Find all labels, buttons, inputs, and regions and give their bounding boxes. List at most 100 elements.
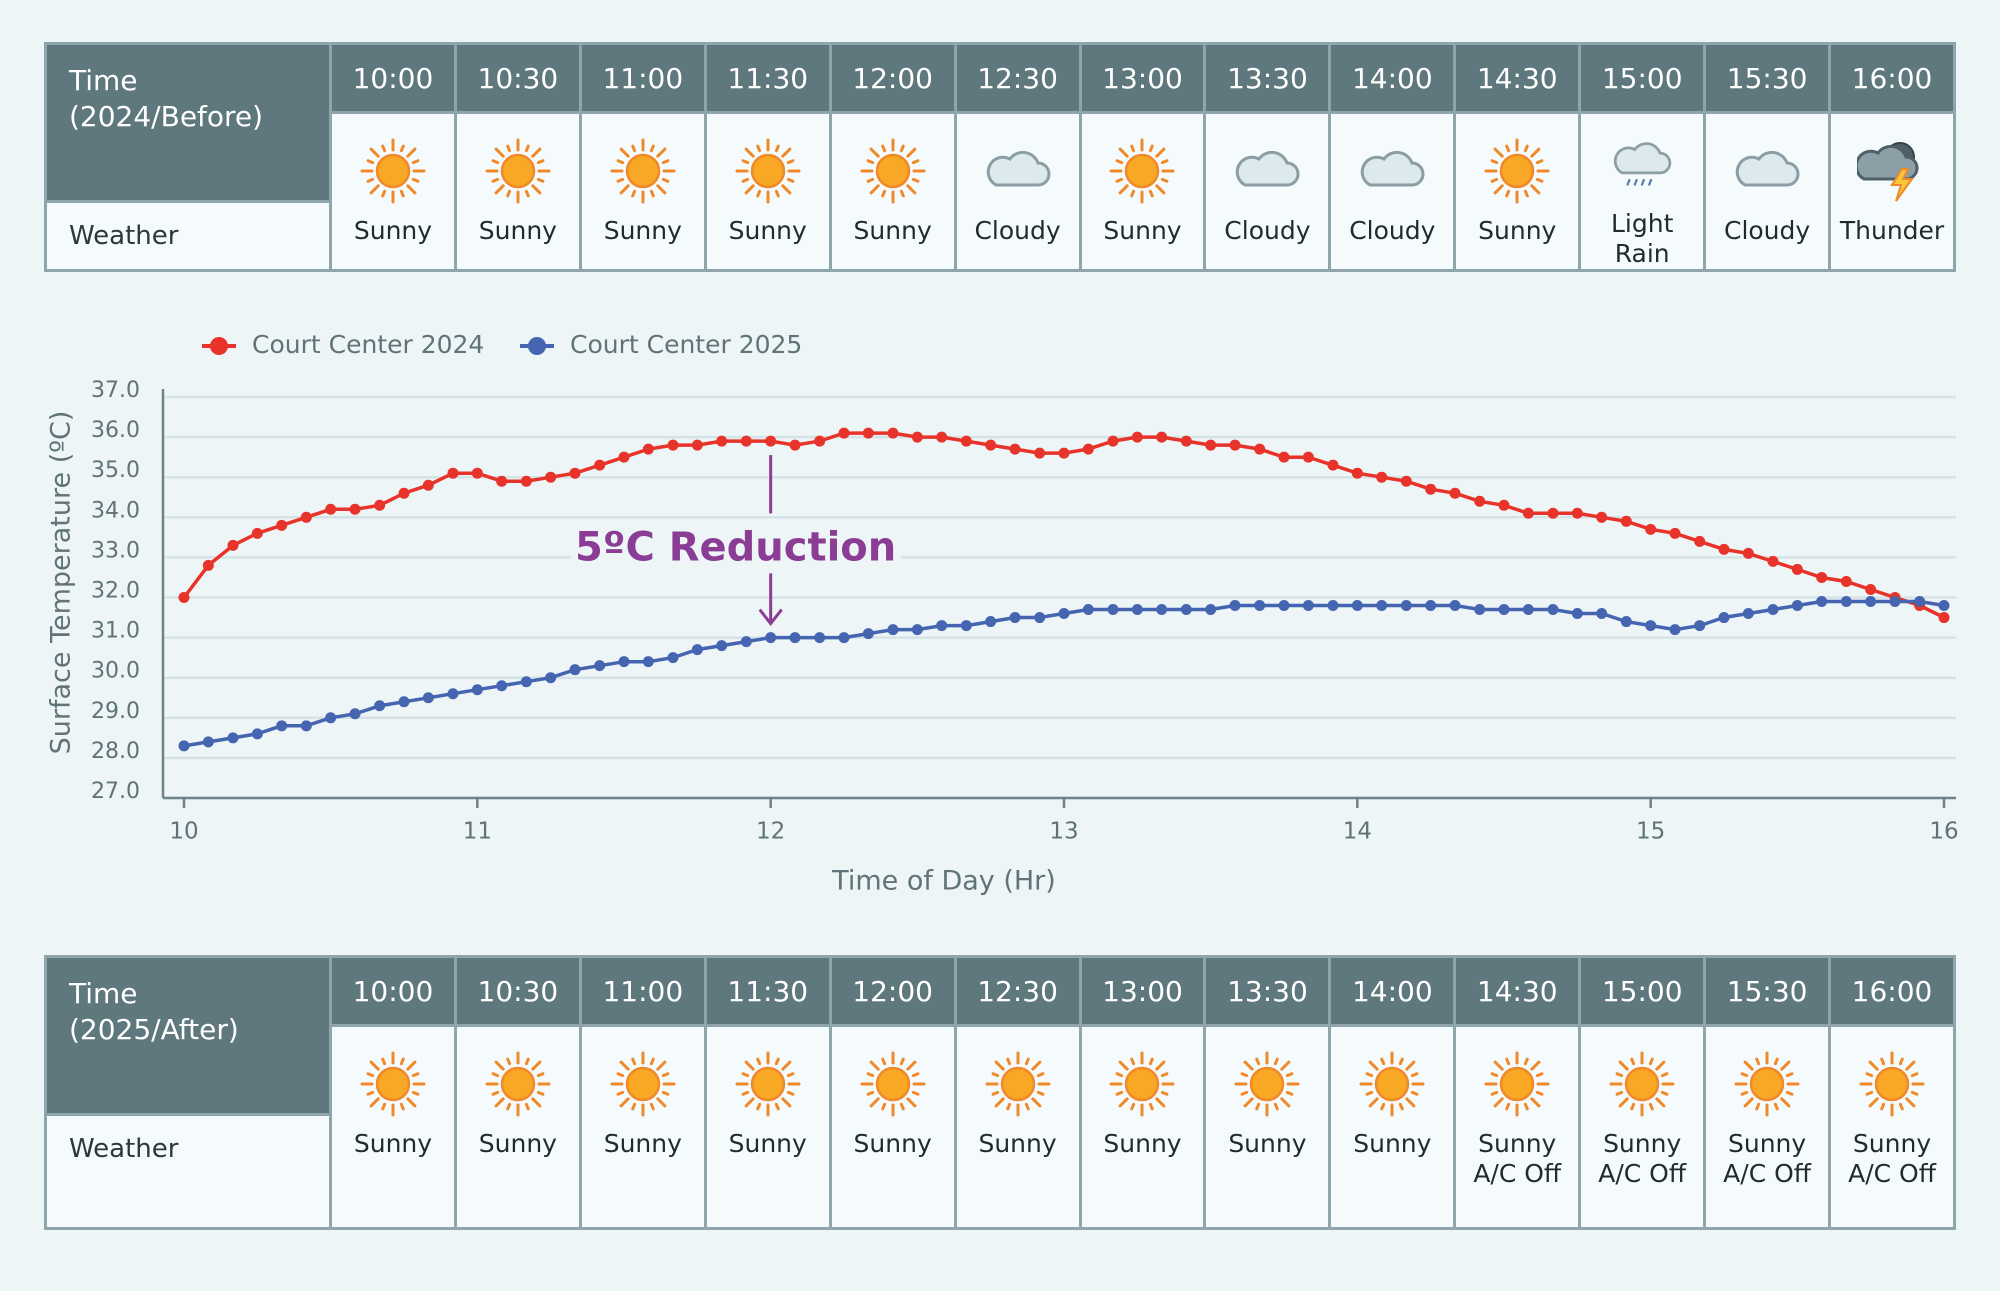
weather-cell: Sunny [1081,114,1204,269]
data-point [1327,600,1339,612]
data-point [1327,459,1339,471]
weather-cell: Light Rain [1581,114,1704,269]
weather-cell: Sunny [332,1027,454,1227]
data-point [1351,600,1363,612]
data-point [1351,467,1363,479]
x-tick-label: 11 [463,819,492,845]
weather-cell: Sunny [831,1027,954,1227]
data-point [667,652,679,664]
data-point [1498,499,1510,511]
data-point [1620,515,1632,527]
data-point [325,712,337,724]
time-header: Time (2024/Before) [47,45,329,200]
sun-icon [1484,1051,1550,1117]
time-header-cell: 15:30 [1706,958,1829,1024]
weather-table-after: Time (2025/After) 10:00 10:30 11:00 11:30 12… [44,955,1956,1230]
weather-cell: Sunny A/C Off [1706,1027,1829,1227]
data-point [960,435,972,447]
data-point [1742,608,1754,620]
data-point [569,467,581,479]
weather-label: Thunder [1839,216,1945,245]
weather-cell: Sunny A/C Off [1456,1027,1579,1227]
data-point [1082,604,1094,616]
data-point [1914,596,1926,608]
data-point [887,624,899,636]
data-point [1400,475,1412,487]
y-tick-label: 32.0 [91,579,140,604]
data-point [1645,523,1657,535]
weather-cell: Sunny [581,1027,704,1227]
cloud-icon [986,150,1050,187]
data-point [471,467,483,479]
weather-label: Sunny A/C Off [1723,1129,1812,1188]
data-point [618,656,630,668]
data-point [1522,604,1534,616]
rain-icon [1614,142,1672,186]
weather-cell: Sunny [831,114,954,269]
weather-label: Cloudy [1723,216,1811,245]
sun-icon [610,138,676,204]
data-point [227,732,239,744]
sun-icon [1859,1051,1925,1117]
weather-cell: Sunny [1081,1027,1204,1227]
data-point [422,479,434,491]
time-header-cell: 12:00 [831,45,954,111]
data-point [496,680,508,692]
time-header-cell: 13:00 [1081,958,1204,1024]
data-point [422,692,434,704]
weather-label: Sunny [603,216,682,245]
data-point [789,632,801,644]
data-point [1156,604,1168,616]
data-point [936,620,948,632]
data-point [398,696,410,708]
data-point [985,439,997,451]
cloud-icon [1236,150,1300,187]
data-point [814,632,826,644]
annotation-arrowhead [758,608,783,627]
sun-icon [735,138,801,204]
data-point [471,684,483,696]
data-point [1376,471,1388,483]
time-header-cell: 13:30 [1206,958,1329,1024]
data-point [814,435,826,447]
data-point [838,632,850,644]
weather-cell: Sunny [956,1027,1079,1227]
data-point [716,435,728,447]
weather-label: Sunny [1478,216,1557,245]
weather-cell: Sunny A/C Off [1831,1027,1953,1227]
data-point [545,471,557,483]
weather-header: Weather [47,1116,329,1227]
time-header-cell: 15:00 [1581,45,1704,111]
weather-label: Sunny [728,216,807,245]
data-point [716,640,728,652]
sun-icon [860,1051,926,1117]
sun-icon [360,1051,426,1117]
legend-dot [210,337,228,355]
data-point [1131,431,1143,443]
data-point [1180,604,1192,616]
x-tick-label: 15 [1636,819,1665,845]
data-point [1767,604,1779,616]
weather-label: Sunny [853,1129,932,1158]
data-point [545,672,557,684]
weather-cell: Sunny [456,1027,579,1227]
weather-label: Sunny A/C Off [1848,1129,1936,1188]
x-tick-label: 12 [756,819,785,845]
weather-label: Sunny [1228,1129,1307,1158]
weather-label: Sunny [603,1129,682,1158]
data-point [1694,620,1706,632]
data-point [1254,443,1266,455]
data-point [1400,600,1412,612]
y-axis-label: Surface Temperature (ºC) [46,411,77,755]
y-tick-label: 29.0 [91,699,140,724]
y-tick-label: 37.0 [91,378,140,403]
x-tick-label: 13 [1049,819,1078,845]
data-point [1180,435,1192,447]
data-point [667,439,679,451]
sun-icon [1734,1051,1800,1117]
data-point [1474,495,1486,507]
data-point [1229,600,1241,612]
sun-icon [1359,1051,1425,1117]
data-point [1205,604,1217,616]
